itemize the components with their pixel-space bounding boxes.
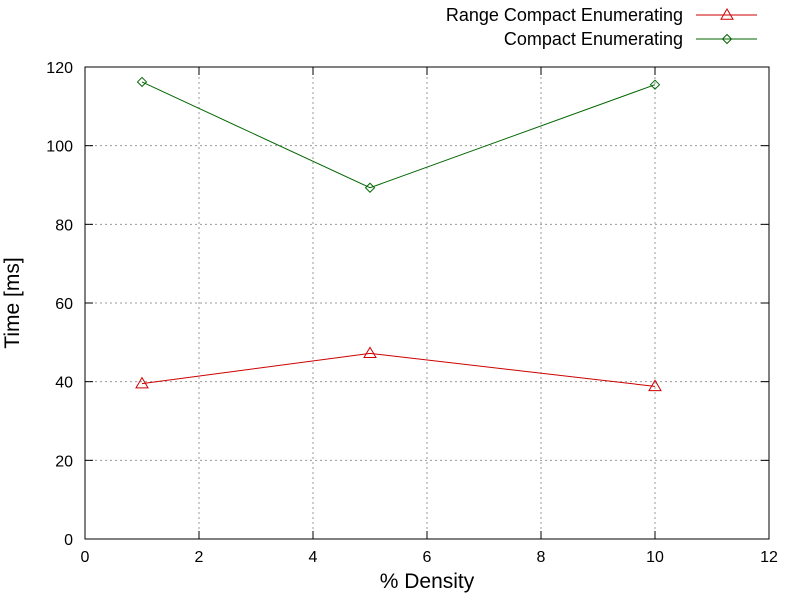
legend-marker: [721, 33, 733, 45]
y-tick-label: 80: [55, 217, 73, 234]
data-point: [364, 182, 376, 193]
gridlines: [85, 67, 769, 539]
y-axis-title: Time [ms]: [1, 257, 24, 348]
axis-ticks: 0 20 40 60 80 100 120 0 2 4 6 8 10 12: [46, 60, 778, 566]
legend-entry: Range Compact Enumerating: [446, 5, 757, 25]
legend-label: Range Compact Enumerating: [446, 5, 683, 25]
series-1: [135, 346, 662, 392]
x-axis-title: % Density: [380, 570, 475, 593]
data-point: [649, 79, 661, 90]
x-tick-label: 10: [646, 549, 664, 566]
y-tick-label: 100: [46, 139, 73, 156]
data-point: [648, 379, 662, 392]
x-tick-label: 6: [423, 549, 432, 566]
y-tick-label: 20: [55, 453, 73, 470]
data-point: [136, 76, 148, 88]
series-2: [136, 76, 661, 193]
legend-label: Compact Enumerating: [504, 29, 683, 49]
x-tick-label: 12: [760, 549, 778, 566]
x-tick-label: 4: [309, 549, 318, 566]
data-point: [135, 376, 149, 389]
legend-marker: [720, 8, 734, 20]
series-line: [141, 81, 656, 189]
y-tick-label: 120: [46, 60, 73, 77]
y-tick-label: 40: [55, 375, 73, 392]
x-tick-label: 2: [195, 549, 204, 566]
series-line: [141, 352, 656, 387]
series-lines: [135, 76, 662, 392]
legend: Range Compact Enumerating Compact Enumera…: [446, 5, 757, 49]
data-point: [363, 346, 377, 359]
y-tick-label: 0: [64, 532, 73, 549]
x-tick-label: 0: [81, 549, 90, 566]
y-tick-label: 60: [55, 296, 73, 313]
legend-entry: Compact Enumerating: [504, 29, 757, 49]
x-tick-label: 8: [537, 549, 546, 566]
